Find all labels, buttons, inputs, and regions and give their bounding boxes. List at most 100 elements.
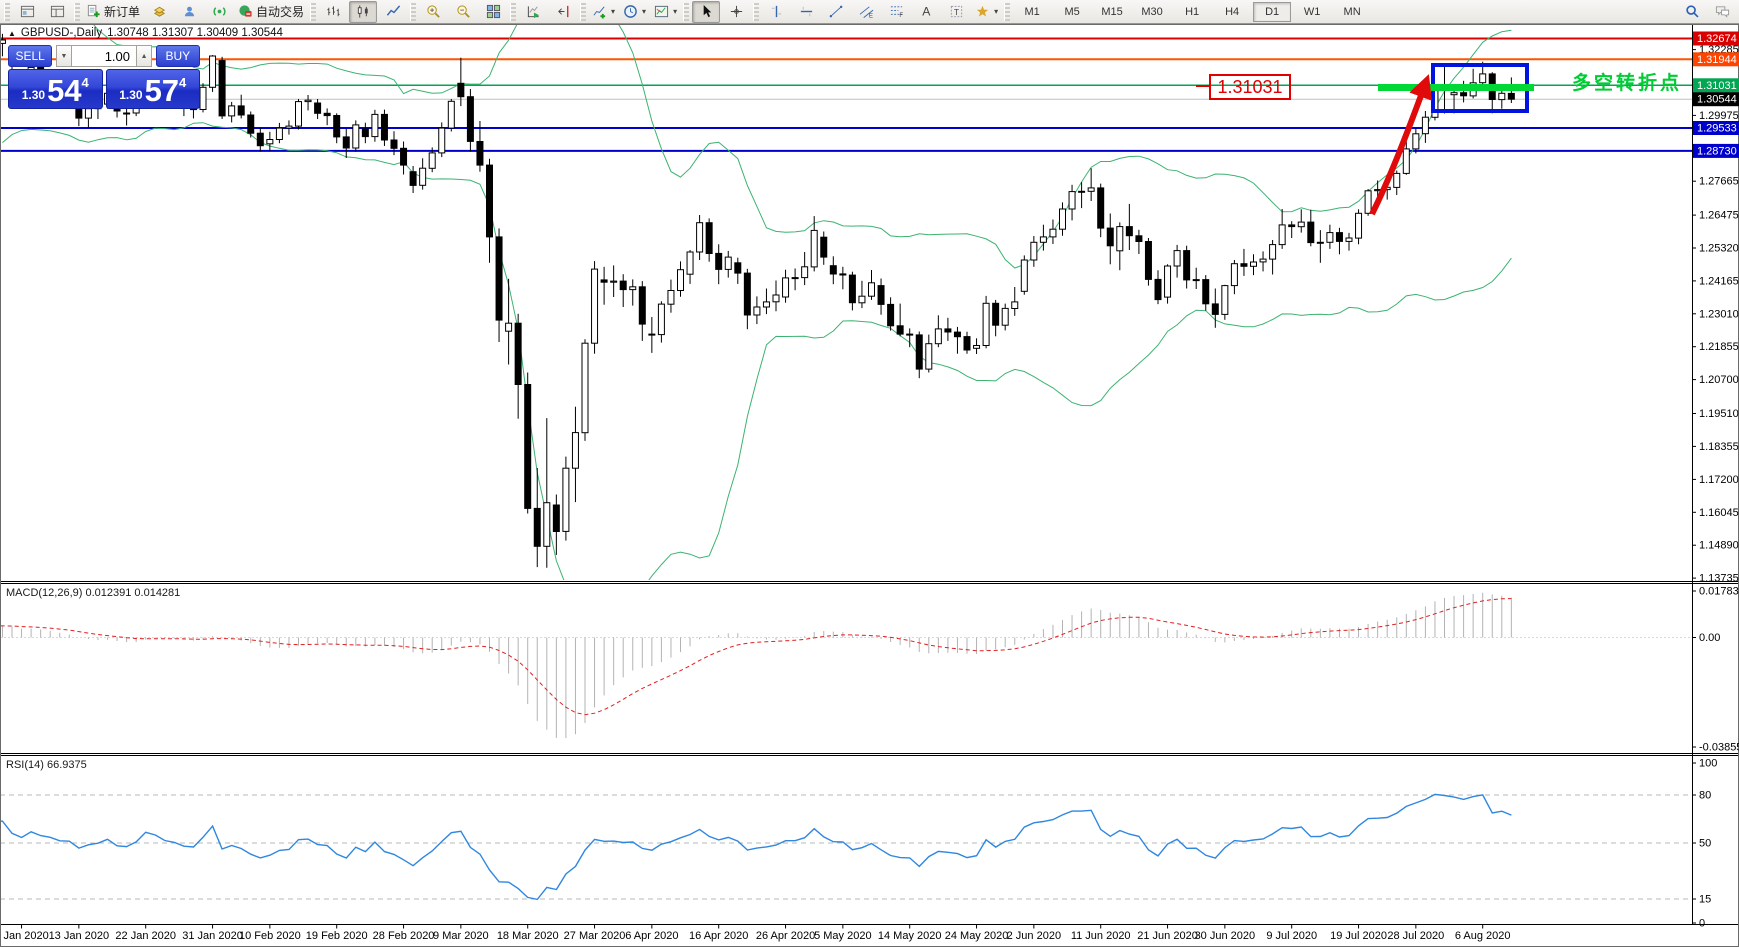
label-icon: T bbox=[950, 5, 962, 18]
svg-text:F: F bbox=[899, 12, 903, 19]
rsi-pane bbox=[0, 793, 1692, 901]
bid-price-pip: 4 bbox=[81, 75, 89, 90]
toolbar: 新订单 自动交易 ▾ ▾ ▾ E F A T ▾ M1 M5 M15 M30 H1 H4 D1 W1 MN bbox=[0, 0, 1739, 24]
zoom-out-button[interactable] bbox=[449, 1, 477, 23]
svg-text:13 Jan 2020: 13 Jan 2020 bbox=[49, 930, 110, 942]
svg-text:19 Feb 2020: 19 Feb 2020 bbox=[306, 930, 368, 942]
fibo-icon: F bbox=[890, 6, 903, 19]
timeframe-h4-button[interactable]: H4 bbox=[1225, 5, 1240, 18]
auto-scroll-button[interactable] bbox=[519, 1, 547, 23]
svg-text:15: 15 bbox=[1699, 894, 1711, 906]
svg-text:27 Mar 2020: 27 Mar 2020 bbox=[564, 930, 626, 942]
price-badge bbox=[1693, 143, 1739, 158]
svg-text:1.27665: 1.27665 bbox=[1699, 176, 1739, 188]
chart-window-icon bbox=[20, 5, 34, 18]
timeframe-m5-button[interactable]: M5 bbox=[1064, 5, 1080, 18]
timeframe-d1-button[interactable]: D1 bbox=[1253, 1, 1292, 22]
chevron-down-icon[interactable]: ▾ bbox=[994, 7, 999, 16]
buy-button[interactable]: BUY bbox=[155, 45, 201, 67]
candlestick-chart-button[interactable] bbox=[349, 0, 378, 23]
text-button[interactable]: A bbox=[912, 1, 940, 23]
text-label-button[interactable]: T bbox=[942, 1, 970, 23]
timeframe-m15-button[interactable]: M15 bbox=[1101, 5, 1123, 18]
timeframe-mn-button[interactable]: MN bbox=[1343, 5, 1361, 18]
zoom-in-button[interactable] bbox=[419, 1, 447, 23]
pane-separators[interactable] bbox=[0, 24, 1739, 925]
ohlc-values-label: 1.30748 1.31307 1.30409 1.30544 bbox=[107, 27, 283, 39]
chevron-down-icon[interactable]: ▾ bbox=[642, 7, 647, 16]
svg-text:30 Jun 2020: 30 Jun 2020 bbox=[1195, 930, 1256, 942]
metaquotes-button[interactable] bbox=[145, 1, 173, 23]
svg-text:50: 50 bbox=[1699, 838, 1711, 850]
zoom-out-icon bbox=[456, 5, 470, 18]
vertical-line-button[interactable] bbox=[762, 1, 790, 23]
fibonacci-button[interactable]: F bbox=[882, 1, 910, 23]
new-order-button[interactable]: 新订单 bbox=[83, 1, 143, 23]
one-click-trading-panel: SELL ▼ ▲ BUY 1.30 54 4 1.30 57 4 bbox=[8, 45, 201, 109]
price-level-callout[interactable]: 1.31031 bbox=[1196, 74, 1291, 100]
volume-increase-button[interactable]: ▲ bbox=[136, 45, 153, 67]
turning-point-bar[interactable] bbox=[1378, 84, 1534, 91]
clock-icon bbox=[624, 5, 637, 18]
periods-button[interactable]: ▾ bbox=[620, 1, 649, 23]
text-icon: A bbox=[922, 5, 931, 19]
sell-button[interactable]: SELL bbox=[8, 45, 53, 67]
svg-text:1.32674: 1.32674 bbox=[1697, 33, 1737, 45]
community-icon bbox=[184, 6, 194, 17]
indicators-button[interactable]: ▾ bbox=[589, 1, 618, 23]
ask-price-tile[interactable]: 1.30 57 4 bbox=[105, 69, 200, 109]
timeframe-m1-button[interactable]: M1 bbox=[1024, 5, 1040, 18]
search-button[interactable] bbox=[1678, 1, 1706, 23]
trendline-button[interactable] bbox=[822, 1, 850, 23]
crosshair-button[interactable] bbox=[722, 1, 750, 23]
collapse-panel-icon[interactable]: ▲ bbox=[8, 28, 16, 38]
macd-indicator-label: MACD(12,26,9) 0.012391 0.014281 bbox=[6, 587, 181, 599]
svg-text:1.31031: 1.31031 bbox=[1697, 80, 1737, 92]
timeframe-w1-button[interactable]: W1 bbox=[1303, 5, 1321, 18]
chat-button[interactable] bbox=[1708, 1, 1736, 23]
timeframe-m30-button[interactable]: M30 bbox=[1141, 5, 1163, 18]
volume-decrease-button[interactable]: ▼ bbox=[55, 45, 73, 67]
search-icon bbox=[1685, 5, 1699, 18]
svg-text:21 Jun 2020: 21 Jun 2020 bbox=[1137, 930, 1198, 942]
svg-text:1.29975: 1.29975 bbox=[1699, 110, 1739, 122]
timeframe-h1-button[interactable]: H1 bbox=[1185, 5, 1200, 18]
community-button[interactable] bbox=[175, 1, 203, 23]
turning-point-annotation[interactable]: 多空转折点 bbox=[1572, 73, 1683, 94]
bar-chart-button[interactable] bbox=[319, 1, 347, 23]
arrows-button[interactable]: ▾ bbox=[972, 1, 1001, 23]
cursor-button[interactable] bbox=[692, 0, 721, 23]
rally-arrow[interactable] bbox=[1369, 74, 1432, 216]
autotrading-button[interactable]: 自动交易 bbox=[235, 1, 307, 23]
signals-button[interactable] bbox=[205, 1, 233, 23]
svg-text:T: T bbox=[953, 7, 958, 17]
data-window-button[interactable] bbox=[43, 1, 71, 23]
charts-window-button[interactable] bbox=[13, 1, 41, 23]
volume-input[interactable] bbox=[72, 45, 137, 67]
candles-icon bbox=[357, 5, 368, 18]
trendline-icon bbox=[829, 5, 842, 18]
svg-text:28 Feb 2020: 28 Feb 2020 bbox=[373, 930, 435, 942]
chart-shift-button[interactable] bbox=[549, 1, 577, 23]
svg-text:14 May 2020: 14 May 2020 bbox=[878, 930, 942, 942]
equidistant-channel-button[interactable]: E bbox=[852, 1, 880, 23]
svg-text:9 Jul 2020: 9 Jul 2020 bbox=[1266, 930, 1317, 942]
svg-text:6 Apr 2020: 6 Apr 2020 bbox=[625, 930, 678, 942]
bid-price-tile[interactable]: 1.30 54 4 bbox=[8, 69, 103, 109]
horizontal-line-button[interactable] bbox=[792, 1, 820, 23]
svg-text:0.017833: 0.017833 bbox=[1699, 586, 1739, 598]
line-chart-button[interactable] bbox=[379, 1, 407, 23]
chevron-down-icon[interactable]: ▾ bbox=[673, 7, 678, 16]
autotrading-icon bbox=[239, 5, 252, 17]
svg-text:80: 80 bbox=[1699, 790, 1711, 802]
channel-icon: E bbox=[859, 6, 873, 19]
svg-text:5 May 2020: 5 May 2020 bbox=[814, 930, 871, 942]
chevron-down-icon[interactable]: ▾ bbox=[611, 7, 616, 16]
shapes-icon bbox=[976, 5, 989, 17]
svg-text:19 Jul 2020: 19 Jul 2020 bbox=[1330, 930, 1387, 942]
tile-windows-button[interactable] bbox=[479, 1, 507, 23]
templates-button[interactable]: ▾ bbox=[651, 1, 680, 23]
template-icon bbox=[655, 5, 669, 18]
